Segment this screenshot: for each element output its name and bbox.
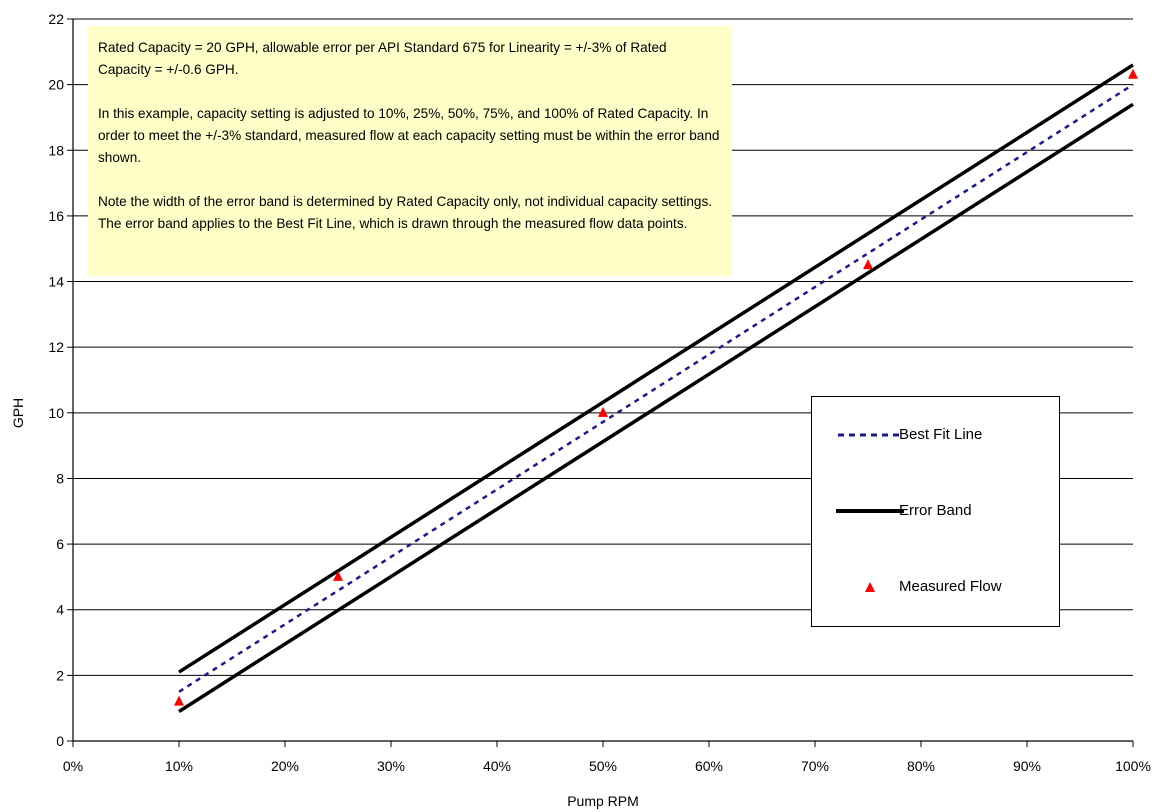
y-tick-label: 4: [56, 602, 64, 618]
x-tick-labels: 0% 10% 20% 30% 40% 50% 60% 70% 80% 90% 100%: [63, 758, 1151, 774]
x-tick-label: 0%: [63, 758, 83, 774]
measured-flow-point: [333, 570, 343, 581]
y-tick-label: 22: [48, 11, 64, 27]
x-tick-label: 60%: [695, 758, 723, 774]
annotation-paragraph-3: Note the width of the error band is dete…: [98, 194, 713, 231]
x-tick-label: 100%: [1115, 758, 1151, 774]
x-tick-label: 50%: [589, 758, 617, 774]
legend-dotted-line-icon: [838, 433, 902, 437]
measured-flow-point: [863, 259, 873, 270]
x-tick-label: 70%: [801, 758, 829, 774]
legend-triangle-icon: [865, 582, 875, 592]
y-tick-label: 2: [56, 667, 64, 683]
legend-item-measured-flow: Measured Flow: [812, 575, 1059, 599]
legend-solid-line-icon: [836, 509, 904, 513]
y-axis-title: GPH: [10, 398, 26, 428]
y-tick-label: 6: [56, 536, 64, 552]
measured-flow-point: [1128, 68, 1138, 79]
x-axis-title: Pump RPM: [567, 793, 639, 809]
legend-label-measured-flow: Measured Flow: [899, 578, 1002, 595]
error-band-line-2: [178, 102, 1134, 713]
legend: Best Fit Line Error Band Measured Flow: [811, 396, 1060, 627]
legend-item-error-band: Error Band: [812, 499, 1059, 523]
y-tick-label: 14: [48, 274, 64, 290]
y-tick-label: 12: [48, 339, 64, 355]
x-tick-label: 90%: [1013, 758, 1041, 774]
x-tick-label: 20%: [271, 758, 299, 774]
measured-flow-point: [598, 406, 608, 417]
legend-item-best-fit: Best Fit Line: [812, 423, 1059, 447]
x-tick-label: 40%: [483, 758, 511, 774]
error-band-line-1: [178, 63, 1134, 674]
legend-label-error-band: Error Band: [899, 502, 972, 519]
y-tick-label: 10: [48, 405, 64, 421]
axes: [67, 18, 1134, 747]
best-fit-line: [178, 83, 1134, 693]
x-tick-label: 10%: [165, 758, 193, 774]
y-tick-label: 0: [56, 733, 64, 749]
y-tick-label: 20: [48, 77, 64, 93]
y-tick-label: 16: [48, 208, 64, 224]
measured-flow-point: [174, 695, 184, 706]
x-tick-label: 80%: [907, 758, 935, 774]
x-tick-label: 30%: [377, 758, 405, 774]
annotation-paragraph-1: Rated Capacity = 20 GPH, allowable error…: [98, 40, 667, 77]
legend-label-best-fit: Best Fit Line: [899, 426, 983, 443]
y-tick-label: 8: [56, 470, 64, 486]
annotation-box: Rated Capacity = 20 GPH, allowable error…: [88, 26, 732, 276]
y-tick-labels: 0 2 4 6 8 10 12 14 16 18 20 22: [48, 11, 64, 749]
y-tick-label: 18: [48, 142, 64, 158]
series-layer: [174, 63, 1138, 713]
annotation-paragraph-2: In this example, capacity setting is adj…: [98, 106, 720, 165]
